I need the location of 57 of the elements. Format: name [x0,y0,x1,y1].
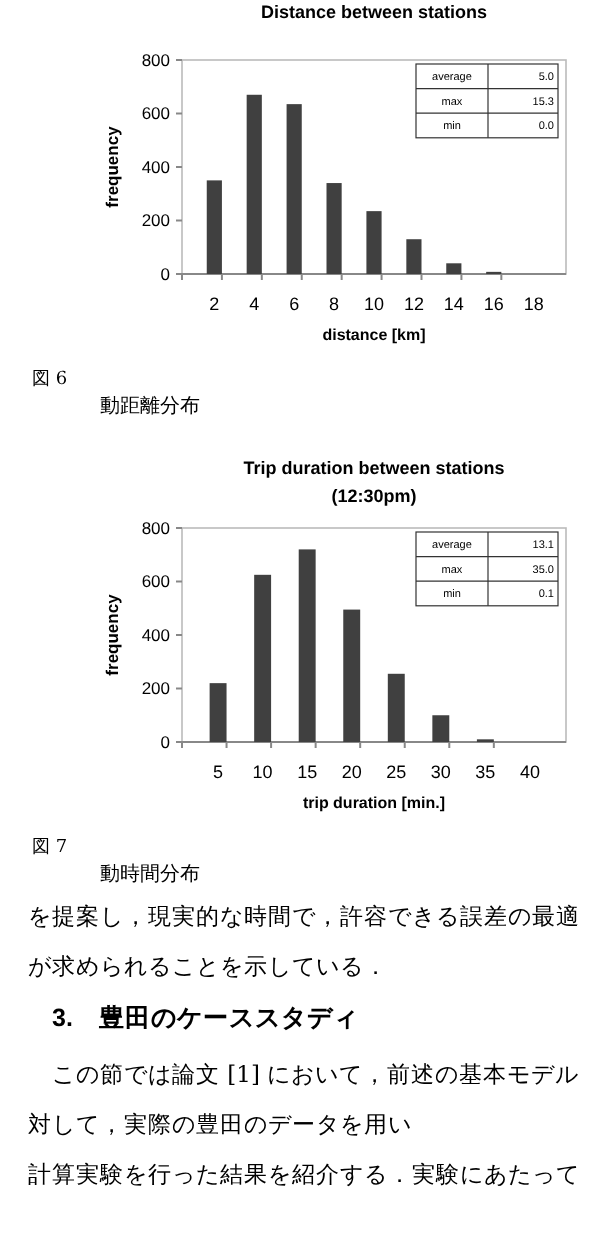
bar [206,180,222,274]
bar [326,183,342,274]
x-tick-label: 35 [475,762,496,782]
chart-title: Distance between stations [260,2,488,22]
bar [406,239,422,274]
x-tick-label: 12 [403,294,424,314]
x-tick-label: 25 [386,762,407,782]
x-tick-label: 18 [523,294,544,314]
text: 動距離分布 [100,394,200,418]
x-tick-label: 10 [363,294,385,314]
y-axis-title: frequency [102,593,122,676]
y-tick-label: 600 [141,103,171,124]
x-tick-label: 5 [213,762,224,782]
y-tick-label: 0 [160,731,171,752]
x-tick-label: 16 [483,294,504,314]
bar [209,683,227,742]
y-tick-label: 0 [160,263,171,284]
x-tick-label: 8 [329,294,340,314]
bar [298,549,316,742]
x-tick-label: 40 [519,762,540,782]
y-tick-label: 600 [141,571,171,592]
text: 3. 豊田のケーススタディ [52,1004,359,1032]
chart-title: Trip duration between stations [243,458,505,478]
text: 計算実験を行った結果を紹介する．実験にあたって [28,1160,580,1188]
bar [432,715,450,742]
bar [387,673,405,742]
text: 対して，実際の豊田のデータを用い [28,1110,412,1138]
y-axis-title: frequency [102,125,122,208]
x-tick-label: 15 [297,762,318,782]
bar [246,94,262,274]
x-tick-label: 2 [209,294,220,314]
chart-subtitle: (12:30pm) [331,486,417,506]
bar [254,574,272,742]
caption: 図 6 [32,370,68,390]
x-tick-label: 20 [341,762,362,782]
bar [286,104,302,274]
y-tick-label: 200 [141,210,171,231]
text: を提案し，現実的な時間で，許容できる誤差の最適 [28,902,580,930]
bar [446,263,462,274]
x-tick-label: 6 [289,294,300,314]
x-axis-title: trip duration [min.] [302,794,446,812]
y-tick-label: 200 [141,678,171,699]
y-tick-label: 400 [141,624,171,645]
x-tick-label: 14 [443,294,464,314]
y-tick-label: 800 [141,517,171,538]
text: この節では論文 [1] において，前述の基本モデル [52,1060,580,1088]
text: 動時間分布 [100,862,200,886]
text: が求められることを示している． [28,952,388,980]
x-tick-label: 30 [430,762,451,782]
x-tick-label: 10 [252,762,273,782]
x-tick-label: 4 [249,294,260,314]
bar [366,211,382,274]
caption: 図 7 [32,838,68,858]
x-axis-title: distance [km] [322,326,427,344]
y-tick-label: 800 [141,49,171,70]
bar [343,609,361,742]
y-tick-label: 400 [141,156,171,177]
